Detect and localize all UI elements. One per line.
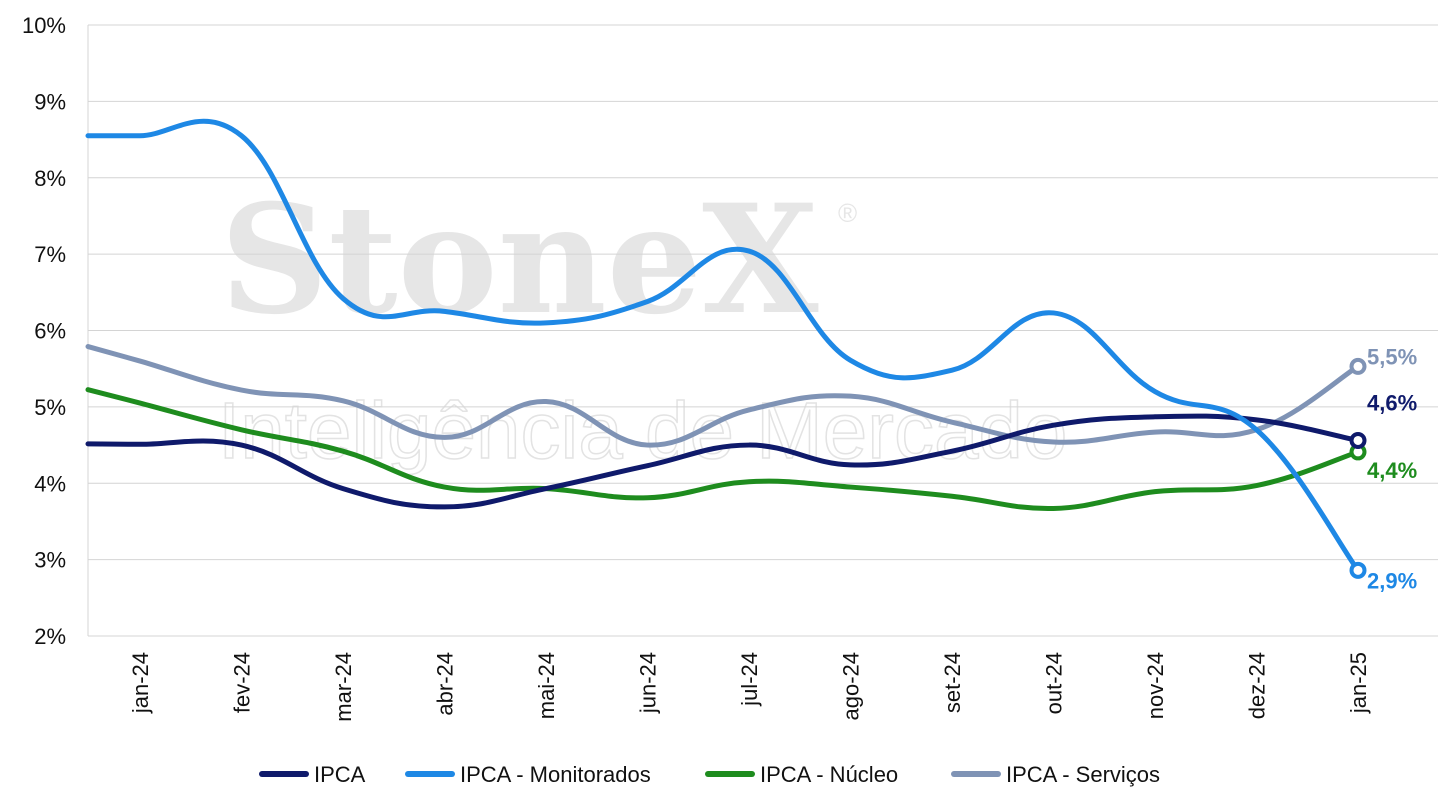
series-line [85,387,1361,511]
end-marker [1349,357,1367,375]
legend-entry: IPCA - Núcleo [760,762,898,787]
end-label: 2,9% [1367,568,1417,593]
y-tick-label: 6% [34,319,66,344]
y-axis-ticks: 2% 3% 4% 5% 6% 7% 8% 9% 10% [22,13,66,649]
y-tick-label: 8% [34,166,66,191]
x-tick-label: dez-24 [1245,652,1270,719]
x-tick-label: nov-24 [1143,652,1168,719]
x-tick-label: set-24 [940,652,965,713]
y-tick-label: 10% [22,13,66,38]
x-tick-label: abr-24 [433,652,458,716]
x-tick-label: out-24 [1042,652,1067,714]
watermark-brand: StoneX [220,172,819,348]
end-marker [1349,561,1367,579]
y-tick-label: 3% [34,548,66,573]
end-label: 4,6% [1367,390,1417,415]
x-axis-ticks: jan-24 fev-24 mar-24 abr-24 mai-24 jun-24 jul-… [128,652,1371,722]
legend-entry: IPCA - Serviços [1006,762,1160,787]
y-tick-label: 4% [34,471,66,496]
end-label: 5,5% [1367,344,1417,369]
x-tick-label: mai-24 [534,652,559,719]
watermark-registered: ® [838,198,857,228]
gridlines [87,24,1438,637]
x-tick-label: jul-24 [737,652,762,707]
x-tick-label: mar-24 [331,652,356,722]
watermark: StoneX ® Inteligência de Mercado [217,172,1068,476]
y-tick-label: 7% [34,242,66,267]
y-tick-label: 5% [34,395,66,420]
y-tick-label: 9% [34,89,66,114]
watermark-subtitle: Inteligência de Mercado [218,386,1067,475]
end-marker [1349,431,1367,449]
series-line [85,344,1361,448]
legend: IPCA IPCA - Monitorados IPCA - Núcleo IPCA … [259,762,1160,787]
x-tick-label: jun-24 [636,652,661,714]
end-label: 4,4% [1367,458,1417,483]
legend-entry: IPCA - Monitorados [460,762,651,787]
x-tick-label: jan-25 [1346,652,1371,714]
x-tick-label: fev-24 [230,652,255,713]
x-tick-label: jan-24 [128,652,153,714]
x-tick-label: ago-24 [839,652,864,721]
y-tick-label: 2% [34,624,66,649]
series-line [85,413,1361,510]
series-lines [85,118,1367,579]
end-labels: 4,6% 2,9% 4,4% 5,5% [1367,344,1417,593]
legend-entry: IPCA [314,762,366,787]
series-line [85,118,1361,573]
